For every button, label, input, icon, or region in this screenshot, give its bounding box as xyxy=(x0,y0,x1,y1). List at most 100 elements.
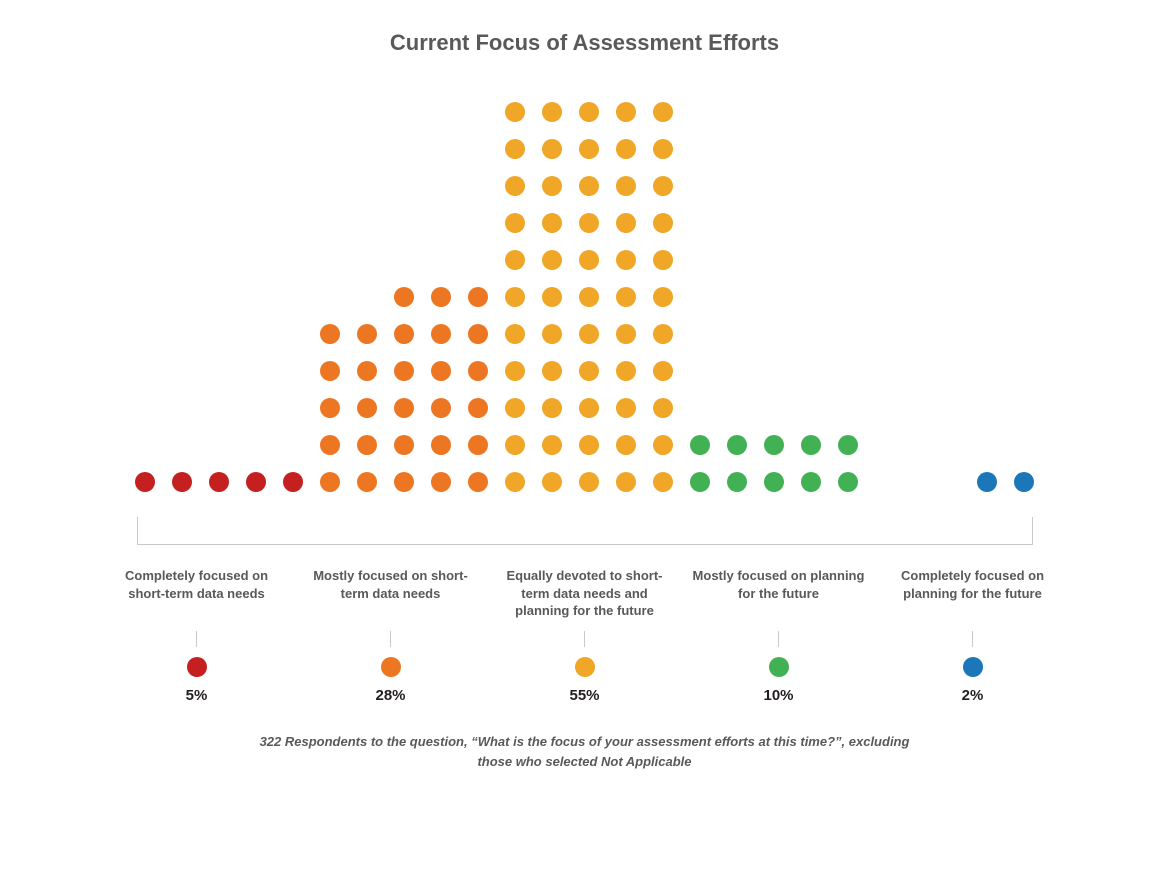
data-dot xyxy=(542,287,562,307)
dot-row xyxy=(505,398,673,418)
data-dot xyxy=(357,398,377,418)
dot-column-mostly-short-term xyxy=(320,287,488,509)
data-dot xyxy=(320,472,340,492)
data-dot xyxy=(505,213,525,233)
data-dot xyxy=(653,287,673,307)
legend-tick xyxy=(196,631,197,647)
data-dot xyxy=(468,398,488,418)
data-dot xyxy=(542,176,562,196)
data-dot xyxy=(579,361,599,381)
legend-tick xyxy=(778,631,779,647)
legend-dot xyxy=(575,657,595,677)
dot-column-completely-future xyxy=(875,472,1034,509)
dot-row xyxy=(690,472,858,492)
data-dot xyxy=(320,324,340,344)
data-dot xyxy=(579,176,599,196)
legend-dot xyxy=(769,657,789,677)
data-dot xyxy=(505,287,525,307)
data-dot xyxy=(801,472,821,492)
data-dot xyxy=(431,287,451,307)
dot-row xyxy=(505,435,673,455)
data-dot xyxy=(727,435,747,455)
data-dot xyxy=(542,361,562,381)
dot-row xyxy=(320,472,488,492)
legend-percent: 28% xyxy=(375,687,405,704)
data-dot xyxy=(431,324,451,344)
legend-percent: 2% xyxy=(962,687,984,704)
data-dot xyxy=(653,213,673,233)
data-dot xyxy=(579,287,599,307)
data-dot xyxy=(616,213,636,233)
data-dot xyxy=(616,176,636,196)
legend-label: Completely focused on short-term data ne… xyxy=(107,567,287,625)
data-dot xyxy=(579,472,599,492)
data-dot xyxy=(653,435,673,455)
dot-column-equally-devoted xyxy=(505,102,673,509)
legend-tick xyxy=(584,631,585,647)
data-dot xyxy=(977,472,997,492)
data-dot xyxy=(653,398,673,418)
data-dot xyxy=(542,324,562,344)
data-dot xyxy=(320,435,340,455)
legend-item-equally-devoted: Equally devoted to short-term data needs… xyxy=(495,567,675,704)
data-dot xyxy=(468,287,488,307)
dot-row xyxy=(690,435,858,455)
data-dot xyxy=(579,435,599,455)
legend-item-completely-short-term: Completely focused on short-term data ne… xyxy=(107,567,287,704)
data-dot xyxy=(653,324,673,344)
footnote-line-1: 322 Respondents to the question, “What i… xyxy=(260,734,910,749)
legend-percent: 10% xyxy=(763,687,793,704)
data-dot xyxy=(616,287,636,307)
data-dot xyxy=(394,472,414,492)
data-dot xyxy=(542,139,562,159)
data-dot xyxy=(690,472,710,492)
data-dot xyxy=(1014,472,1034,492)
legend-label: Equally devoted to short-term data needs… xyxy=(495,567,675,625)
dot-row xyxy=(320,324,488,344)
legend-item-completely-future: Completely focused on planning for the f… xyxy=(883,567,1063,704)
data-dot xyxy=(209,472,229,492)
data-dot xyxy=(505,398,525,418)
data-dot xyxy=(357,435,377,455)
data-dot xyxy=(394,324,414,344)
footnote-line-2: those who selected Not Applicable xyxy=(477,754,691,769)
data-dot xyxy=(431,472,451,492)
data-dot xyxy=(505,176,525,196)
legend-percent: 55% xyxy=(569,687,599,704)
data-dot xyxy=(468,435,488,455)
dot-row xyxy=(505,139,673,159)
data-dot xyxy=(320,361,340,381)
data-dot xyxy=(690,435,710,455)
legend-row: Completely focused on short-term data ne… xyxy=(107,567,1063,704)
legend-dot xyxy=(187,657,207,677)
data-dot xyxy=(579,139,599,159)
data-dot xyxy=(431,435,451,455)
data-dot xyxy=(505,250,525,270)
legend-label: Mostly focused on short-term data needs xyxy=(301,567,481,625)
dot-row xyxy=(505,287,673,307)
legend-item-mostly-future: Mostly focused on planning for the futur… xyxy=(689,567,869,704)
dot-row xyxy=(505,213,673,233)
data-dot xyxy=(616,102,636,122)
data-dot xyxy=(727,472,747,492)
data-dot xyxy=(394,287,414,307)
data-dot xyxy=(579,102,599,122)
legend-dot xyxy=(381,657,401,677)
data-dot xyxy=(283,472,303,492)
data-dot xyxy=(542,213,562,233)
data-dot xyxy=(394,435,414,455)
data-dot xyxy=(653,250,673,270)
data-dot xyxy=(616,361,636,381)
data-dot xyxy=(579,398,599,418)
data-dot xyxy=(542,472,562,492)
dot-row xyxy=(135,472,303,492)
data-dot xyxy=(320,398,340,418)
data-dot xyxy=(357,472,377,492)
dot-row xyxy=(505,361,673,381)
legend-label: Completely focused on planning for the f… xyxy=(883,567,1063,625)
data-dot xyxy=(394,361,414,381)
data-dot xyxy=(357,361,377,381)
data-dot xyxy=(394,398,414,418)
data-dot xyxy=(172,472,192,492)
legend-item-mostly-short-term: Mostly focused on short-term data needs 2… xyxy=(301,567,481,704)
